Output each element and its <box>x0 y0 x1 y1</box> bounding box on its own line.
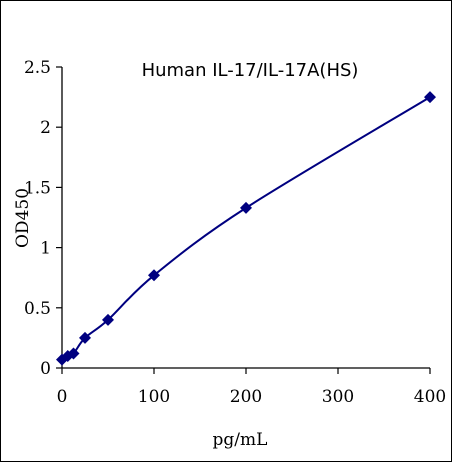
y-tick-label: 1 <box>40 239 51 259</box>
data-point <box>240 201 252 214</box>
y-tick-label: 2.5 <box>24 58 51 78</box>
data-point <box>102 313 114 326</box>
ticks: 0 0.5 1 1.5 2 2.5 0 100 200 300 400 <box>24 58 446 407</box>
x-tick-label: 100 <box>138 387 170 407</box>
y-tick-label: 0.5 <box>24 299 51 319</box>
y-tick-label: 1.5 <box>24 178 51 198</box>
y-tick-label: 2 <box>40 118 51 138</box>
y-tick-label: 0 <box>40 359 51 379</box>
x-tick-label: 0 <box>57 387 68 407</box>
x-tick-label: 200 <box>230 387 262 407</box>
chart-title: Human IL-17/IL-17A(HS) <box>142 60 359 81</box>
x-axis-label: pg/mL <box>213 430 268 450</box>
y-axis-label: OD450 <box>13 188 33 248</box>
series <box>56 91 436 366</box>
axes <box>61 67 430 369</box>
series-line <box>61 96 431 361</box>
data-point <box>148 269 160 282</box>
x-tick-label: 300 <box>322 387 354 407</box>
data-point <box>67 347 80 360</box>
x-tick-label: 400 <box>414 387 446 407</box>
data-point <box>79 331 91 344</box>
data-point <box>424 91 436 104</box>
